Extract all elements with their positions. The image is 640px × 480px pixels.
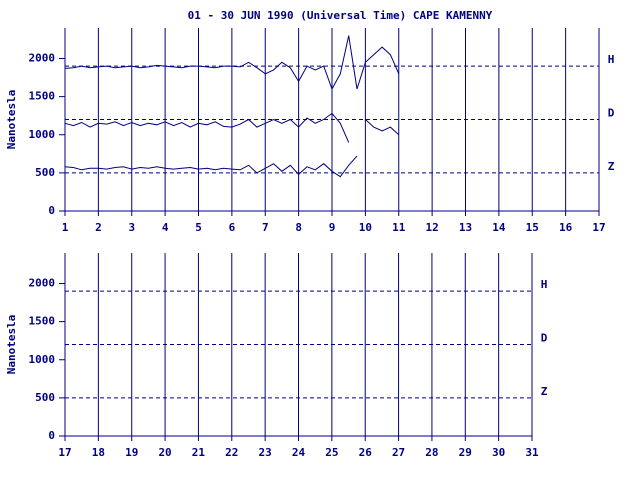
chart-title: 01 - 30 JUN 1990 (Universal Time) CAPE K… xyxy=(188,9,493,22)
x-tick-label: 11 xyxy=(392,221,406,234)
x-tick-label: 26 xyxy=(359,446,373,459)
x-tick-label: 8 xyxy=(295,221,302,234)
x-tick-label: 14 xyxy=(492,221,506,234)
x-tick-label: 19 xyxy=(125,446,138,459)
x-tick-label: 24 xyxy=(292,446,306,459)
x-tick-label: 27 xyxy=(392,446,405,459)
reference-label: H xyxy=(541,278,548,291)
y-tick-label: 2000 xyxy=(29,52,56,65)
data-line xyxy=(64,112,350,143)
y-tick-label: 500 xyxy=(35,391,55,404)
x-tick-label: 31 xyxy=(525,446,539,459)
x-tick-label: 4 xyxy=(162,221,169,234)
data-line xyxy=(64,35,400,91)
reference-label: H xyxy=(608,53,615,66)
y-tick-label: 0 xyxy=(48,204,55,217)
data-line xyxy=(365,119,400,136)
x-tick-label: 17 xyxy=(58,446,71,459)
x-tick-label: 22 xyxy=(225,446,238,459)
x-tick-label: 5 xyxy=(195,221,202,234)
reference-label: D xyxy=(541,332,548,345)
x-tick-label: 15 xyxy=(526,221,539,234)
x-tick-label: 3 xyxy=(128,221,135,234)
x-tick-label: 18 xyxy=(92,446,105,459)
x-tick-label: 1 xyxy=(62,221,69,234)
x-tick-label: 21 xyxy=(192,446,206,459)
x-tick-label: 29 xyxy=(459,446,472,459)
reference-label: Z xyxy=(541,385,548,398)
data-line xyxy=(64,155,358,178)
x-tick-label: 2 xyxy=(95,221,102,234)
x-tick-label: 30 xyxy=(492,446,505,459)
x-tick-label: 28 xyxy=(425,446,438,459)
x-tick-label: 13 xyxy=(459,221,472,234)
x-tick-label: 6 xyxy=(229,221,236,234)
x-tick-label: 25 xyxy=(325,446,338,459)
x-tick-label: 16 xyxy=(559,221,573,234)
x-tick-label: 12 xyxy=(426,221,439,234)
x-tick-label: 23 xyxy=(259,446,272,459)
y-tick-label: 0 xyxy=(48,429,55,442)
y-tick-label: 2000 xyxy=(29,277,56,290)
x-tick-label: 20 xyxy=(158,446,171,459)
y-axis-label: Nanotesla xyxy=(5,90,18,150)
x-tick-label: 7 xyxy=(262,221,269,234)
y-tick-label: 1500 xyxy=(29,90,56,103)
reference-label: Z xyxy=(608,160,615,173)
reference-label: D xyxy=(608,107,615,120)
x-tick-label: 10 xyxy=(359,221,372,234)
y-tick-label: 1000 xyxy=(29,353,56,366)
x-tick-label: 17 xyxy=(592,221,605,234)
y-tick-label: 1500 xyxy=(29,315,56,328)
x-tick-label: 9 xyxy=(329,221,336,234)
y-tick-label: 1000 xyxy=(29,128,56,141)
y-tick-label: 500 xyxy=(35,166,55,179)
y-axis-label: Nanotesla xyxy=(5,315,18,375)
